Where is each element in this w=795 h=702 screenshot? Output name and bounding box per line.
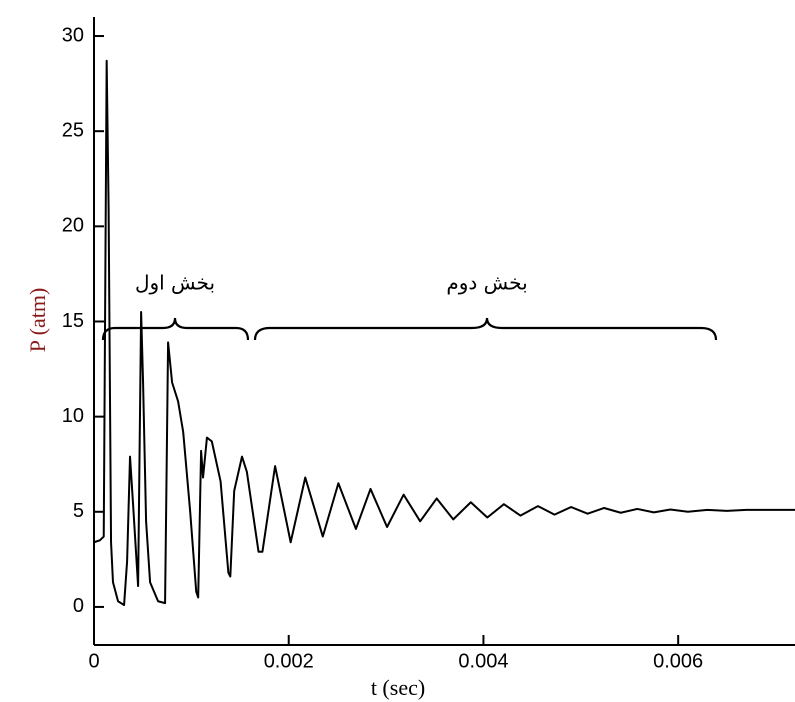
y-axis-label: P (atm) <box>25 288 50 353</box>
x-axis-label: t (sec) <box>371 675 425 700</box>
x-tick-label: 0.006 <box>653 650 703 672</box>
y-tick-label: 5 <box>73 500 84 522</box>
y-tick-label: 30 <box>62 24 84 46</box>
y-tick-label: 25 <box>62 119 84 141</box>
x-tick-label: 0.004 <box>458 650 508 672</box>
brace <box>253 317 718 341</box>
y-tick-label: 10 <box>62 405 84 427</box>
x-tick-label: 0.002 <box>264 650 314 672</box>
y-tick-label: 20 <box>62 215 84 237</box>
annotation: بخش اول <box>135 271 215 295</box>
y-tick-label: 15 <box>62 310 84 332</box>
y-tick-label: 0 <box>73 595 84 617</box>
annotation: بخش دوم <box>446 271 527 295</box>
x-tick-label: 0 <box>88 650 99 672</box>
line <box>93 59 795 607</box>
brace <box>101 317 250 341</box>
